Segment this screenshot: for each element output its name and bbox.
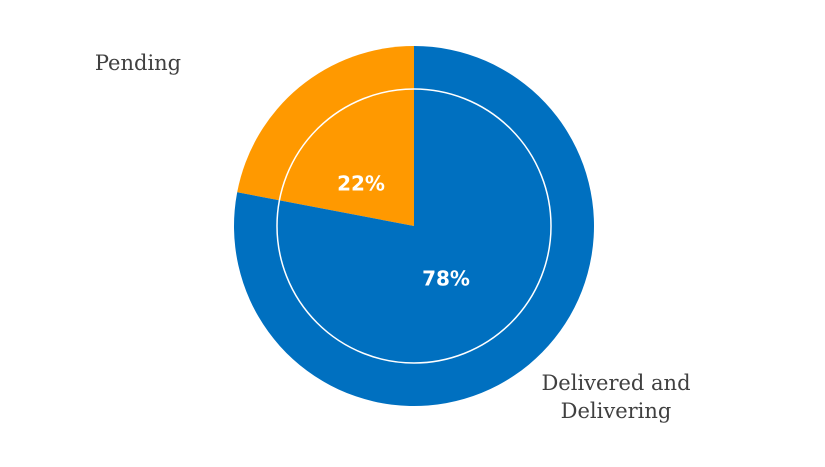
category-label-line: Delivering <box>561 399 672 423</box>
category-label-2: Delivered and Delivering <box>541 371 690 423</box>
data-label-2: 78% <box>422 267 470 291</box>
data-labels: 22% 78% <box>337 172 470 291</box>
pie-slice-1 <box>237 46 414 226</box>
category-label-line: Pending <box>95 51 181 75</box>
category-labels: Pending Delivered and Delivering <box>95 51 691 423</box>
pie-slice-2 <box>234 46 594 406</box>
data-label-1: 22% <box>337 172 385 196</box>
pie-slices <box>234 46 594 406</box>
inner-ring <box>276 88 552 364</box>
category-label-1: Pending <box>95 51 181 75</box>
category-label-line: Delivered and <box>541 371 690 395</box>
